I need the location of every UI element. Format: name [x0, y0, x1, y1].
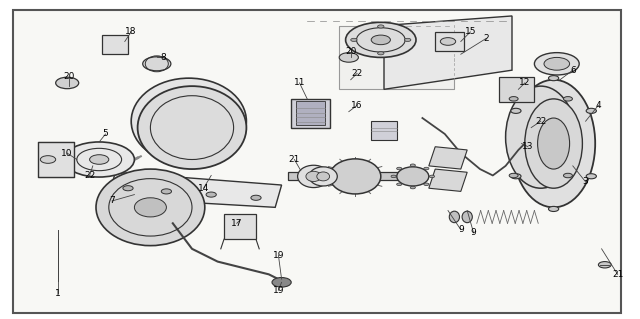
- Circle shape: [509, 173, 518, 178]
- Bar: [291, 99, 330, 128]
- Circle shape: [64, 142, 134, 177]
- Text: 21: 21: [612, 270, 623, 279]
- Circle shape: [391, 175, 396, 178]
- Circle shape: [161, 189, 172, 194]
- Polygon shape: [429, 147, 467, 169]
- Circle shape: [563, 173, 572, 178]
- Circle shape: [410, 164, 415, 167]
- Bar: [339, 26, 454, 89]
- Ellipse shape: [131, 78, 246, 164]
- Bar: [224, 214, 256, 239]
- Circle shape: [272, 278, 291, 287]
- Bar: [371, 121, 397, 140]
- Text: 9: 9: [471, 228, 476, 237]
- Polygon shape: [384, 16, 512, 89]
- Ellipse shape: [462, 211, 472, 223]
- Text: 15: 15: [465, 27, 476, 36]
- Polygon shape: [109, 172, 282, 207]
- Circle shape: [548, 76, 559, 81]
- Ellipse shape: [309, 167, 337, 186]
- Circle shape: [143, 57, 171, 71]
- Ellipse shape: [96, 169, 205, 246]
- Text: 19: 19: [273, 286, 284, 295]
- Circle shape: [429, 175, 435, 178]
- Text: 20: 20: [345, 47, 356, 56]
- Text: 3: 3: [583, 177, 588, 186]
- Circle shape: [424, 167, 429, 170]
- Text: 14: 14: [198, 184, 209, 193]
- Ellipse shape: [306, 171, 321, 182]
- Circle shape: [563, 97, 572, 101]
- Ellipse shape: [449, 211, 460, 223]
- Circle shape: [440, 38, 456, 45]
- Text: 13: 13: [522, 142, 534, 151]
- Circle shape: [371, 35, 390, 45]
- Circle shape: [378, 25, 384, 28]
- Ellipse shape: [298, 165, 330, 188]
- Bar: [296, 101, 325, 125]
- Text: 10: 10: [61, 149, 73, 158]
- Ellipse shape: [525, 99, 582, 188]
- Text: 8: 8: [161, 53, 166, 62]
- Circle shape: [598, 262, 611, 268]
- Text: 7: 7: [109, 197, 115, 205]
- Text: 12: 12: [519, 78, 531, 87]
- Text: 22: 22: [535, 117, 547, 126]
- Text: 17: 17: [231, 219, 243, 228]
- Ellipse shape: [330, 159, 381, 194]
- Text: 11: 11: [294, 78, 305, 87]
- Circle shape: [397, 183, 402, 186]
- Circle shape: [378, 52, 384, 55]
- Circle shape: [56, 77, 79, 89]
- Circle shape: [123, 186, 133, 191]
- Circle shape: [424, 183, 429, 186]
- Bar: [102, 35, 128, 54]
- Text: 1: 1: [55, 289, 60, 298]
- Circle shape: [404, 38, 411, 41]
- Ellipse shape: [512, 80, 595, 207]
- Text: 9: 9: [458, 225, 463, 234]
- Text: 18: 18: [125, 27, 137, 36]
- Circle shape: [40, 156, 56, 163]
- Text: 2: 2: [484, 34, 489, 43]
- Text: 19: 19: [273, 251, 284, 260]
- Bar: [435, 32, 464, 51]
- Circle shape: [410, 186, 415, 189]
- Text: 22: 22: [84, 171, 95, 180]
- Text: 4: 4: [596, 101, 601, 110]
- Circle shape: [548, 206, 559, 211]
- Circle shape: [206, 192, 216, 197]
- Ellipse shape: [538, 118, 570, 169]
- Circle shape: [509, 97, 518, 101]
- Ellipse shape: [506, 86, 576, 188]
- Bar: [499, 77, 534, 102]
- Text: 5: 5: [103, 130, 108, 138]
- Circle shape: [511, 174, 521, 179]
- Bar: [38, 142, 74, 177]
- Circle shape: [586, 174, 596, 179]
- Text: 6: 6: [570, 66, 575, 75]
- Circle shape: [511, 108, 521, 113]
- Ellipse shape: [134, 198, 166, 217]
- Circle shape: [346, 22, 416, 57]
- Text: 22: 22: [351, 69, 363, 78]
- Circle shape: [397, 167, 402, 170]
- Circle shape: [534, 53, 579, 75]
- Bar: [288, 172, 416, 180]
- Polygon shape: [429, 169, 467, 191]
- Text: 21: 21: [289, 155, 300, 164]
- Circle shape: [586, 108, 596, 113]
- Ellipse shape: [317, 172, 330, 181]
- Circle shape: [544, 57, 570, 70]
- Text: 16: 16: [351, 101, 363, 110]
- Ellipse shape: [397, 167, 429, 186]
- Text: 20: 20: [63, 72, 75, 81]
- Circle shape: [90, 155, 109, 164]
- Circle shape: [251, 195, 261, 200]
- Circle shape: [339, 53, 358, 62]
- Ellipse shape: [138, 86, 246, 169]
- Circle shape: [351, 38, 357, 41]
